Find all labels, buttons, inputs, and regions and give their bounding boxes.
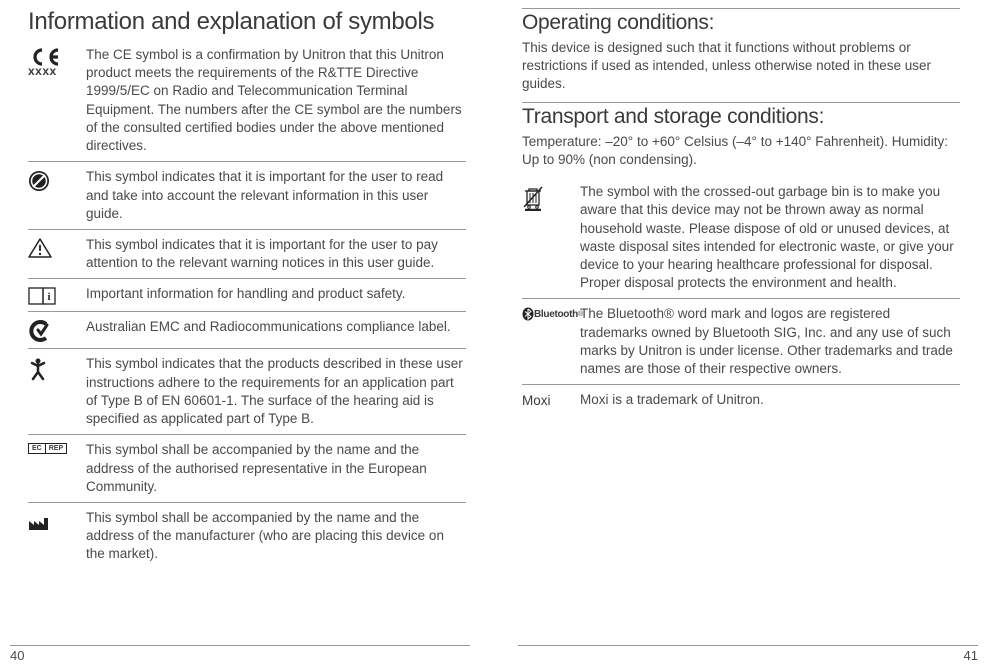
table-row: This symbol indicates that it is importa… [28,161,466,229]
table-row: This symbol indicates that it is importa… [28,229,466,278]
transport-storage-title: Transport and storage conditions: [522,102,960,129]
ce-xxxx-label: xxxx [28,64,57,78]
symbol-description: This symbol indicates that the products … [86,355,466,428]
ctick-icon [28,318,86,342]
symbol-description: Moxi is a trademark of Unitron. [580,391,960,409]
warning-icon [28,236,86,258]
symbol-description: The CE symbol is a confirmation by Unitr… [86,46,466,155]
symbol-description: This symbol shall be accompanied by the … [86,441,466,496]
symbol-description: The Bluetooth® word mark and logos are r… [580,305,960,378]
read-info-icon [28,168,86,192]
symbol-description: The symbol with the crossed-out garbage … [580,183,960,292]
symbol-description: This symbol shall be accompanied by the … [86,509,466,564]
transport-storage-body: Temperature: –20° to +60° Celsius (–4° t… [522,133,960,169]
page-number-left: 40 [10,645,470,663]
right-page: Operating conditions: This device is des… [494,8,988,669]
symbol-description: This symbol indicates that it is importa… [86,168,466,223]
symbol-description: Important information for handling and p… [86,285,466,303]
type-b-icon [28,355,86,381]
ce-icon: xxxx [28,46,86,78]
symbol-description: This symbol indicates that it is importa… [86,236,466,272]
table-row: Australian EMC and Radiocommunications c… [28,311,466,348]
symbol-table-right: The symbol with the crossed-out garbage … [522,177,960,415]
table-row: The symbol with the crossed-out garbage … [522,177,960,298]
operating-conditions-title: Operating conditions: [522,8,960,35]
operating-conditions-body: This device is designed such that it fun… [522,39,960,94]
page-number-right: 41 [518,645,978,663]
table-row: Bluetooth® The Bluetooth® word mark and … [522,298,960,384]
table-row: ECREP This symbol shall be accompanied b… [28,434,466,502]
page-title: Information and explanation of symbols [28,8,466,36]
weee-icon [522,183,580,211]
table-row: i Important information for handling and… [28,278,466,311]
symbol-table-left: xxxx The CE symbol is a confirmation by … [28,46,466,570]
svg-text:i: i [47,291,50,303]
table-row: This symbol shall be accompanied by the … [28,502,466,570]
table-row: xxxx The CE symbol is a confirmation by … [28,46,466,161]
moxi-label: Moxi [522,391,580,408]
info-icon: i [28,285,86,305]
table-row: This symbol indicates that the products … [28,348,466,434]
table-row: Moxi Moxi is a trademark of Unitron. [522,384,960,415]
ec-rep-icon: ECREP [28,441,86,454]
bluetooth-icon: Bluetooth® [522,305,580,321]
symbol-description: Australian EMC and Radiocommunications c… [86,318,466,336]
left-page: Information and explanation of symbols x… [0,8,494,669]
manufacturer-icon [28,509,86,531]
